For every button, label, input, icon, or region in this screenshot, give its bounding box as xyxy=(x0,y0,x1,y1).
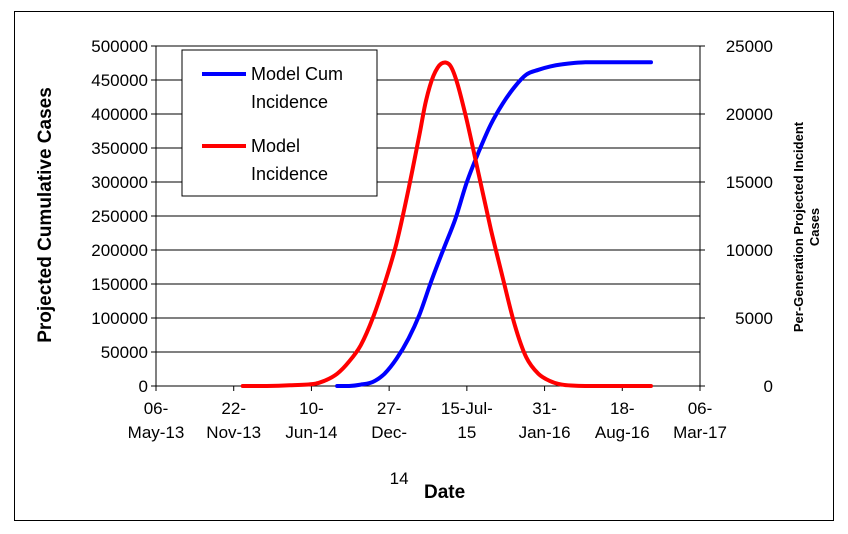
y-left-tick-label-500000: 500000 xyxy=(91,37,148,56)
legend-label-cum-line1: Model Cum xyxy=(251,64,343,84)
y-right-tick-label-5000: 5000 xyxy=(735,309,773,328)
y-left-tick-label-200000: 200000 xyxy=(91,241,148,260)
y-right-tick-label-25000: 25000 xyxy=(726,37,773,56)
y-right-axis-title-line1: Per-Generation Projected Incident xyxy=(791,121,806,332)
y-left-tick-label-400000: 400000 xyxy=(91,105,148,124)
x-tick-label-5-line1: 31- xyxy=(532,399,557,418)
y-right-tick-label-10000: 10000 xyxy=(726,241,773,260)
legend-label-inc-line2: Incidence xyxy=(251,164,328,184)
y-left-tick-label-0: 0 xyxy=(139,377,148,396)
series-layer xyxy=(240,60,653,389)
x-tick-label-3-line3: 14 xyxy=(390,469,409,488)
y-left-tick-label-250000: 250000 xyxy=(91,207,148,226)
y-left-tick-label-150000: 150000 xyxy=(91,275,148,294)
chart-frame: 0 50000 100000 150000 200000 250000 300000 3500… xyxy=(14,11,834,521)
y-left-tick-label-350000: 350000 xyxy=(91,139,148,158)
y-right-tick-label-15000: 15000 xyxy=(726,173,773,192)
x-tick-label-4-line1: 15-Jul- xyxy=(441,399,493,418)
x-tick-label-0-line2: May-13 xyxy=(128,423,185,442)
chart-canvas: 0500001000001500002000002500003000003500… xyxy=(35,37,822,503)
x-tick-label-7-line1: 06- xyxy=(688,399,713,418)
legend-label-inc-line1: Model xyxy=(251,136,300,156)
y-right-tick-label-0: 0 xyxy=(764,377,773,396)
x-tick-label-0-line1: 06- xyxy=(144,399,169,418)
legend-label-cum-line2: Incidence xyxy=(251,92,328,112)
y-left-tick-labels: 0 50000 100000 150000 200000 250000 300000 3500… xyxy=(91,37,148,396)
x-tick-label-1-line1: 22- xyxy=(221,399,246,418)
x-tick-label-7-line2: Mar-17 xyxy=(673,423,727,442)
x-tick-labels: 06- May-13 22- Nov-13 10- Jun-14 27- Dec- 14 15-J… xyxy=(128,399,727,488)
y-left-tick-label-50000: 50000 xyxy=(101,343,148,362)
y-left-tick-label-300000: 300000 xyxy=(91,173,148,192)
x-tick-label-6-line2: Aug-16 xyxy=(595,423,650,442)
y-right-axis-title-line2: Cases xyxy=(807,208,822,246)
y-left-tick-label-100000: 100000 xyxy=(91,309,148,328)
x-tick-label-6-line1: 18- xyxy=(610,399,635,418)
y-left-axis-title: Projected Cumulative Cases xyxy=(35,87,56,343)
x-tick-label-3-line2: Dec- xyxy=(371,423,407,442)
legend: Model Cum Incidence Model Incidence xyxy=(181,49,378,197)
y-left-tick-label-450000: 450000 xyxy=(91,71,148,90)
x-tick-label-5-line2: Jan-16 xyxy=(519,423,571,442)
series-line-model-cum-incidence xyxy=(335,60,653,389)
x-axis-title: Date xyxy=(424,482,465,503)
x-tick-label-2-line1: 10- xyxy=(299,399,324,418)
x-tick-label-1-line2: Nov-13 xyxy=(206,423,261,442)
x-tick-label-4-line2: 15 xyxy=(457,423,476,442)
y-right-tick-label-20000: 20000 xyxy=(726,105,773,124)
y-right-tick-labels: 0 5000 10000 15000 20000 25000 xyxy=(726,37,773,396)
x-tick-label-2-line2: Jun-14 xyxy=(285,423,337,442)
x-tick-label-3-line1: 27- xyxy=(377,399,402,418)
series-line-model-incidence xyxy=(240,60,653,389)
